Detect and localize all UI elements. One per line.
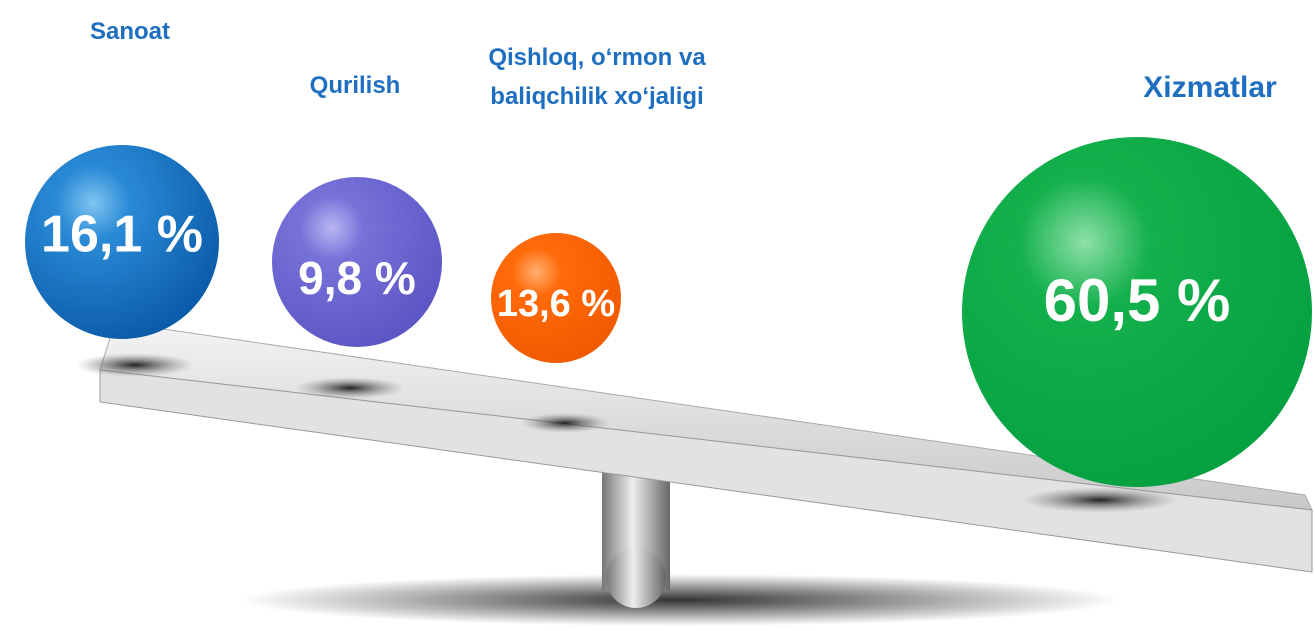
label: Xizmatlar [1110,68,1310,107]
value: 16,1 % [41,206,203,264]
ball-shadow [1020,487,1180,513]
label: Qishloq, o‘rmon va baliqchilik xo‘jaligi [447,38,747,116]
ball-shadow [520,413,610,433]
page: 16,1 % 9,8 % 13,6 % 60,5 % Sanoat Qurili… [0,0,1315,631]
stand-ball [606,548,666,608]
value: 9,8 % [298,252,416,304]
value: 60,5 % [1044,267,1231,334]
label: Sanoat [50,12,210,51]
label: Qurilish [275,66,435,105]
ball-shadow [75,353,195,377]
value: 13,6 % [497,283,615,325]
floor-shadow [240,574,1120,626]
ball-shadow [295,377,405,399]
